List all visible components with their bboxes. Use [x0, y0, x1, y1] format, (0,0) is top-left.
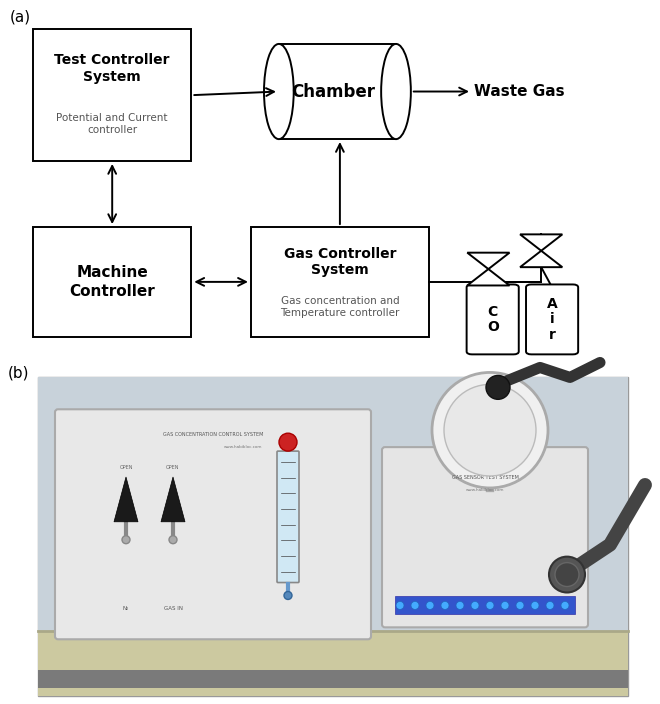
- Circle shape: [426, 601, 434, 610]
- Text: GAS CONCENTRATION CONTROL SYSTEM: GAS CONCENTRATION CONTROL SYSTEM: [163, 432, 263, 436]
- Circle shape: [471, 601, 479, 610]
- Text: Test Controller
System: Test Controller System: [54, 54, 170, 84]
- Circle shape: [501, 601, 509, 610]
- Polygon shape: [520, 251, 562, 267]
- Text: Potential and Current
controller: Potential and Current controller: [57, 113, 168, 135]
- Text: www.habibloc.com: www.habibloc.com: [466, 488, 504, 492]
- Text: GAS IN: GAS IN: [164, 606, 183, 611]
- Circle shape: [516, 601, 524, 610]
- Polygon shape: [161, 477, 185, 522]
- Text: (a): (a): [10, 9, 31, 24]
- Text: Gas Controller
System: Gas Controller System: [284, 246, 396, 277]
- Bar: [38, 670, 628, 688]
- Circle shape: [284, 591, 292, 600]
- Circle shape: [486, 601, 494, 610]
- Bar: [33, 30, 191, 161]
- Text: Gas concentration and
Temperature controller: Gas concentration and Temperature contro…: [280, 296, 399, 318]
- Ellipse shape: [381, 44, 411, 139]
- Text: OPEN: OPEN: [166, 465, 180, 470]
- Circle shape: [456, 601, 464, 610]
- Text: Chamber: Chamber: [291, 82, 376, 101]
- Text: A
i
r: A i r: [546, 297, 558, 341]
- Polygon shape: [114, 477, 138, 522]
- Text: Waste Gas: Waste Gas: [474, 84, 564, 99]
- FancyBboxPatch shape: [382, 447, 588, 627]
- FancyBboxPatch shape: [55, 409, 371, 639]
- Polygon shape: [520, 234, 562, 251]
- Circle shape: [169, 536, 177, 543]
- Bar: [279, 44, 396, 139]
- Circle shape: [546, 601, 554, 610]
- Text: GAS SENSOR TEST SYSTEM: GAS SENSOR TEST SYSTEM: [451, 475, 519, 481]
- Text: Machine
Controller: Machine Controller: [69, 265, 155, 298]
- Bar: [38, 377, 628, 636]
- Circle shape: [411, 601, 419, 610]
- Circle shape: [561, 601, 569, 610]
- Bar: [251, 227, 429, 337]
- Bar: [38, 631, 628, 696]
- Polygon shape: [467, 269, 510, 285]
- Text: OPEN: OPEN: [119, 465, 133, 470]
- Bar: [38, 377, 628, 696]
- Polygon shape: [467, 253, 510, 269]
- Text: www.habibloc.com: www.habibloc.com: [224, 445, 262, 449]
- Text: C
O: C O: [487, 305, 498, 334]
- Text: (b): (b): [8, 365, 30, 380]
- Bar: [395, 596, 575, 615]
- Circle shape: [444, 384, 536, 476]
- Text: N₂: N₂: [123, 606, 129, 611]
- Circle shape: [396, 601, 404, 610]
- Bar: [33, 227, 191, 337]
- Ellipse shape: [264, 44, 294, 139]
- Circle shape: [441, 601, 449, 610]
- FancyBboxPatch shape: [526, 284, 578, 354]
- Circle shape: [549, 557, 585, 593]
- Circle shape: [279, 433, 297, 451]
- Circle shape: [432, 372, 548, 488]
- FancyBboxPatch shape: [467, 284, 519, 354]
- FancyBboxPatch shape: [277, 451, 299, 582]
- Circle shape: [486, 375, 510, 399]
- Circle shape: [122, 536, 130, 543]
- Circle shape: [555, 562, 579, 586]
- Circle shape: [531, 601, 539, 610]
